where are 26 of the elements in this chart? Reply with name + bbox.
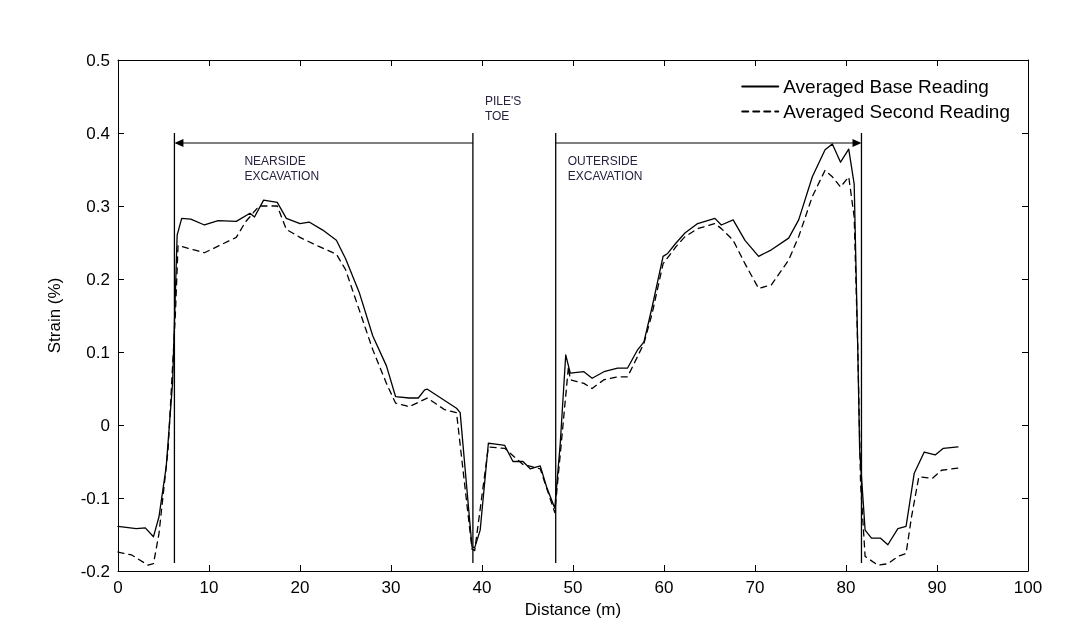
y-tick-label: 0	[100, 415, 110, 435]
legend-label: Averaged Base Reading	[783, 76, 989, 97]
y-tick-label: 0.5	[86, 50, 110, 70]
annotation: NEARSIDE EXCAVATION	[244, 153, 320, 183]
x-tick-label: 60	[654, 578, 674, 597]
x-axis-title: Distance (m)	[524, 600, 622, 619]
y-tick-label: 0.3	[86, 196, 110, 216]
y-tick-label: 0.2	[86, 269, 110, 289]
x-tick-label: 30	[381, 578, 401, 597]
y-tick-label: 0.1	[86, 342, 110, 362]
annotation: OUTERSIDE EXCAVATION	[567, 153, 643, 183]
y-tick-label: -0.2	[80, 561, 110, 581]
x-tick-label: 50	[563, 578, 583, 597]
x-tick-label: 40	[472, 578, 492, 597]
x-tick-label: 10	[199, 578, 219, 597]
x-tick-label: 80	[836, 578, 856, 597]
x-tick-label: 20	[290, 578, 310, 597]
y-tick-label: -0.1	[80, 488, 110, 508]
x-tick-label: 70	[745, 578, 765, 597]
x-tick-label: 100	[1013, 578, 1043, 597]
annotation: PILE'S TOE	[484, 93, 522, 123]
x-tick-label: 0	[113, 578, 123, 597]
legend-label: Averaged Second Reading	[783, 101, 1011, 122]
y-tick-label: 0.4	[86, 123, 110, 143]
y-axis-title: Strain (%)	[45, 277, 64, 354]
x-tick-label: 90	[927, 578, 947, 597]
